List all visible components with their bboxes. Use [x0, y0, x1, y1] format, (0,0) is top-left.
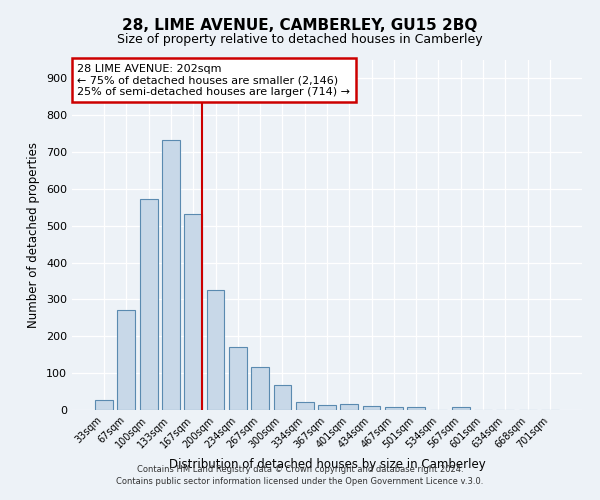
Bar [407, 406, 425, 410]
Bar [362, 406, 380, 410]
Text: Contains public sector information licensed under the Open Government Licence v.: Contains public sector information licen… [116, 476, 484, 486]
Bar [340, 404, 358, 410]
Bar [274, 385, 292, 410]
Text: Size of property relative to detached houses in Camberley: Size of property relative to detached ho… [117, 32, 483, 46]
Bar [118, 310, 136, 410]
Y-axis label: Number of detached properties: Number of detached properties [28, 142, 40, 328]
Bar [385, 406, 403, 410]
Text: 28, LIME AVENUE, CAMBERLEY, GU15 2BQ: 28, LIME AVENUE, CAMBERLEY, GU15 2BQ [122, 18, 478, 32]
Bar [206, 290, 224, 410]
X-axis label: Distribution of detached houses by size in Camberley: Distribution of detached houses by size … [169, 458, 485, 471]
Bar [318, 405, 336, 410]
Bar [296, 402, 314, 410]
Bar [140, 198, 158, 410]
Bar [452, 407, 470, 410]
Bar [229, 348, 247, 410]
Text: Contains HM Land Registry data © Crown copyright and database right 2024.: Contains HM Land Registry data © Crown c… [137, 466, 463, 474]
Bar [184, 214, 202, 410]
Bar [162, 140, 180, 410]
Bar [95, 400, 113, 410]
Bar [251, 368, 269, 410]
Text: 28 LIME AVENUE: 202sqm
← 75% of detached houses are smaller (2,146)
25% of semi-: 28 LIME AVENUE: 202sqm ← 75% of detached… [77, 64, 350, 96]
